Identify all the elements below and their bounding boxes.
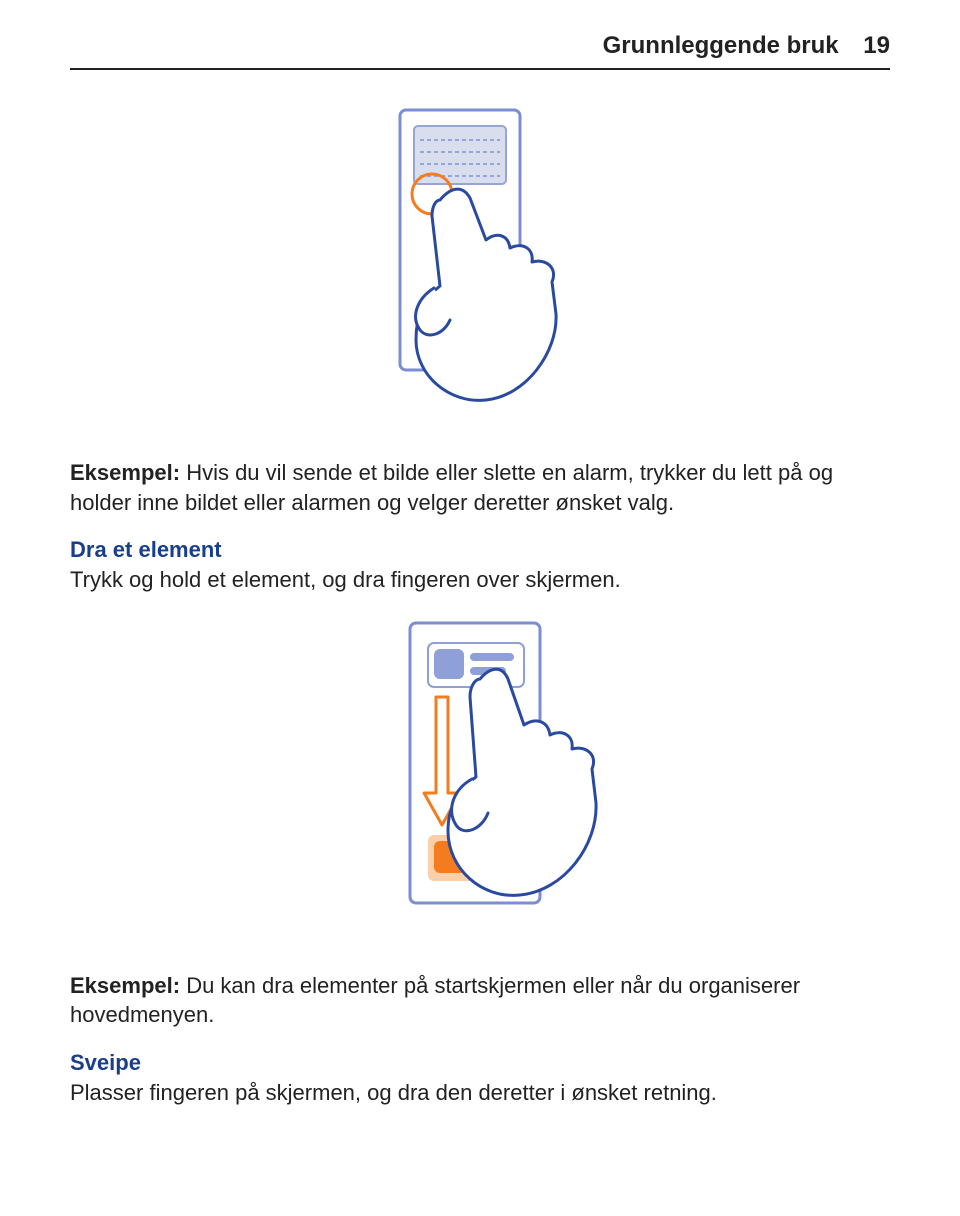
section-drag-heading: Dra et element — [70, 537, 222, 562]
section-swipe: Sveipe Plasser fingeren på skjermen, og … — [70, 1048, 890, 1107]
illustration-press-hold — [70, 100, 890, 428]
illustration-drag — [70, 613, 890, 941]
example-2-label: Eksempel: — [70, 973, 180, 998]
example-2: Eksempel: Du kan dra elementer på starts… — [70, 971, 890, 1030]
example-1-label: Eksempel: — [70, 460, 180, 485]
example-1-text: Hvis du vil sende et bilde eller slette … — [70, 460, 833, 515]
example-1: Eksempel: Hvis du vil sende et bilde ell… — [70, 458, 890, 517]
drag-svg — [300, 613, 660, 933]
section-swipe-heading: Sveipe — [70, 1050, 141, 1075]
section-drag: Dra et element Trykk og hold et element,… — [70, 535, 890, 594]
page-header: Grunnleggende bruk 19 — [70, 30, 890, 70]
header-title: Grunnleggende bruk — [603, 32, 839, 59]
page-number: 19 — [863, 32, 890, 59]
section-drag-body: Trykk og hold et element, og dra fingere… — [70, 567, 621, 592]
press-hold-svg — [300, 100, 660, 420]
section-swipe-body: Plasser fingeren på skjermen, og dra den… — [70, 1080, 717, 1105]
example-2-text: Du kan dra elementer på startskjermen el… — [70, 973, 800, 1028]
